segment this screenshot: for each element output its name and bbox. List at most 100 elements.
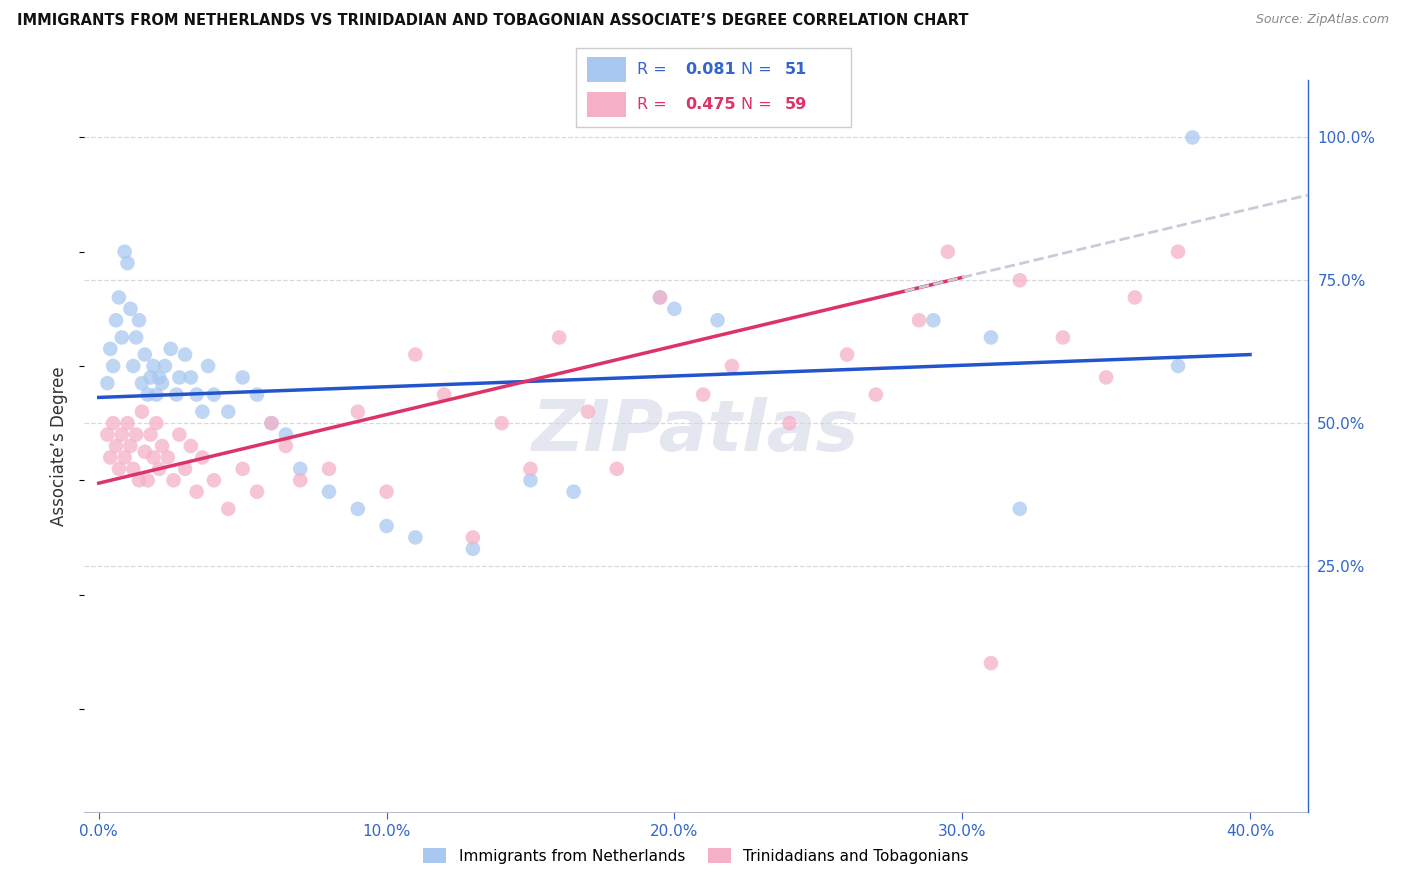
- Point: [1123, 290, 1146, 304]
- Point: [290, 462, 312, 476]
- Point: [108, 290, 131, 304]
- Point: [865, 387, 887, 401]
- Point: [159, 342, 181, 356]
- Point: [101, 416, 124, 430]
- Point: [98, 342, 121, 356]
- FancyBboxPatch shape: [588, 92, 626, 117]
- Point: [131, 376, 153, 391]
- Point: [606, 462, 628, 476]
- Point: [108, 462, 131, 476]
- Point: [1095, 370, 1118, 384]
- Point: [150, 376, 173, 391]
- Text: R =: R =: [637, 97, 672, 112]
- Point: [375, 519, 398, 533]
- Point: [122, 462, 145, 476]
- Text: Source: ZipAtlas.com: Source: ZipAtlas.com: [1256, 13, 1389, 27]
- Point: [153, 359, 176, 373]
- Point: [246, 484, 269, 499]
- Text: 59: 59: [785, 97, 807, 112]
- Point: [117, 256, 139, 270]
- Point: [318, 484, 340, 499]
- Point: [1008, 501, 1031, 516]
- Point: [202, 387, 225, 401]
- Point: [96, 376, 118, 391]
- Point: [114, 244, 136, 259]
- Point: [111, 427, 134, 442]
- Point: [169, 427, 191, 442]
- Text: ZIPatlas: ZIPatlas: [533, 397, 859, 466]
- Point: [936, 244, 959, 259]
- Point: [274, 427, 297, 442]
- Point: [217, 405, 239, 419]
- Point: [1167, 244, 1189, 259]
- Text: IMMIGRANTS FROM NETHERLANDS VS TRINIDADIAN AND TOBAGONIAN ASSOCIATE’S DEGREE COR: IMMIGRANTS FROM NETHERLANDS VS TRINIDADI…: [17, 13, 969, 29]
- Point: [150, 439, 173, 453]
- Text: 51: 51: [785, 62, 807, 77]
- Point: [648, 290, 671, 304]
- Point: [128, 313, 150, 327]
- FancyBboxPatch shape: [576, 48, 851, 127]
- Point: [260, 416, 283, 430]
- Point: [98, 450, 121, 465]
- Point: [980, 330, 1002, 344]
- Point: [96, 427, 118, 442]
- Point: [519, 473, 541, 487]
- Point: [346, 405, 368, 419]
- Point: [980, 656, 1002, 670]
- Point: [114, 450, 136, 465]
- Point: [191, 405, 214, 419]
- Point: [721, 359, 744, 373]
- Point: [142, 359, 165, 373]
- Point: [180, 370, 202, 384]
- Point: [139, 427, 162, 442]
- Text: N =: N =: [741, 62, 778, 77]
- Point: [128, 473, 150, 487]
- Point: [779, 416, 801, 430]
- Point: [197, 359, 219, 373]
- Point: [166, 387, 188, 401]
- Point: [145, 387, 167, 401]
- Text: 0.475: 0.475: [685, 97, 735, 112]
- Point: [120, 439, 142, 453]
- Point: [246, 387, 269, 401]
- Point: [148, 370, 170, 384]
- Point: [562, 484, 585, 499]
- Point: [232, 370, 254, 384]
- Point: [117, 416, 139, 430]
- Point: [664, 301, 686, 316]
- Point: [835, 348, 858, 362]
- Point: [706, 313, 728, 327]
- Legend: Immigrants from Netherlands, Trinidadians and Tobagonians: Immigrants from Netherlands, Trinidadian…: [418, 842, 974, 870]
- Point: [274, 439, 297, 453]
- Point: [217, 501, 239, 516]
- Point: [404, 348, 426, 362]
- Point: [169, 370, 191, 384]
- Point: [136, 473, 159, 487]
- Point: [111, 330, 134, 344]
- Point: [125, 330, 148, 344]
- Point: [922, 313, 945, 327]
- Point: [120, 301, 142, 316]
- Point: [692, 387, 714, 401]
- Point: [404, 530, 426, 544]
- Point: [180, 439, 202, 453]
- Text: N =: N =: [741, 97, 778, 112]
- Point: [908, 313, 931, 327]
- Point: [105, 439, 128, 453]
- Point: [491, 416, 513, 430]
- Point: [202, 473, 225, 487]
- Point: [375, 484, 398, 499]
- Point: [186, 484, 208, 499]
- Point: [318, 462, 340, 476]
- Point: [139, 370, 162, 384]
- Point: [191, 450, 214, 465]
- Point: [461, 541, 484, 556]
- Point: [125, 427, 148, 442]
- Point: [1167, 359, 1189, 373]
- Text: R =: R =: [637, 62, 672, 77]
- Point: [260, 416, 283, 430]
- Point: [148, 462, 170, 476]
- Point: [232, 462, 254, 476]
- Point: [134, 444, 156, 458]
- Point: [576, 405, 599, 419]
